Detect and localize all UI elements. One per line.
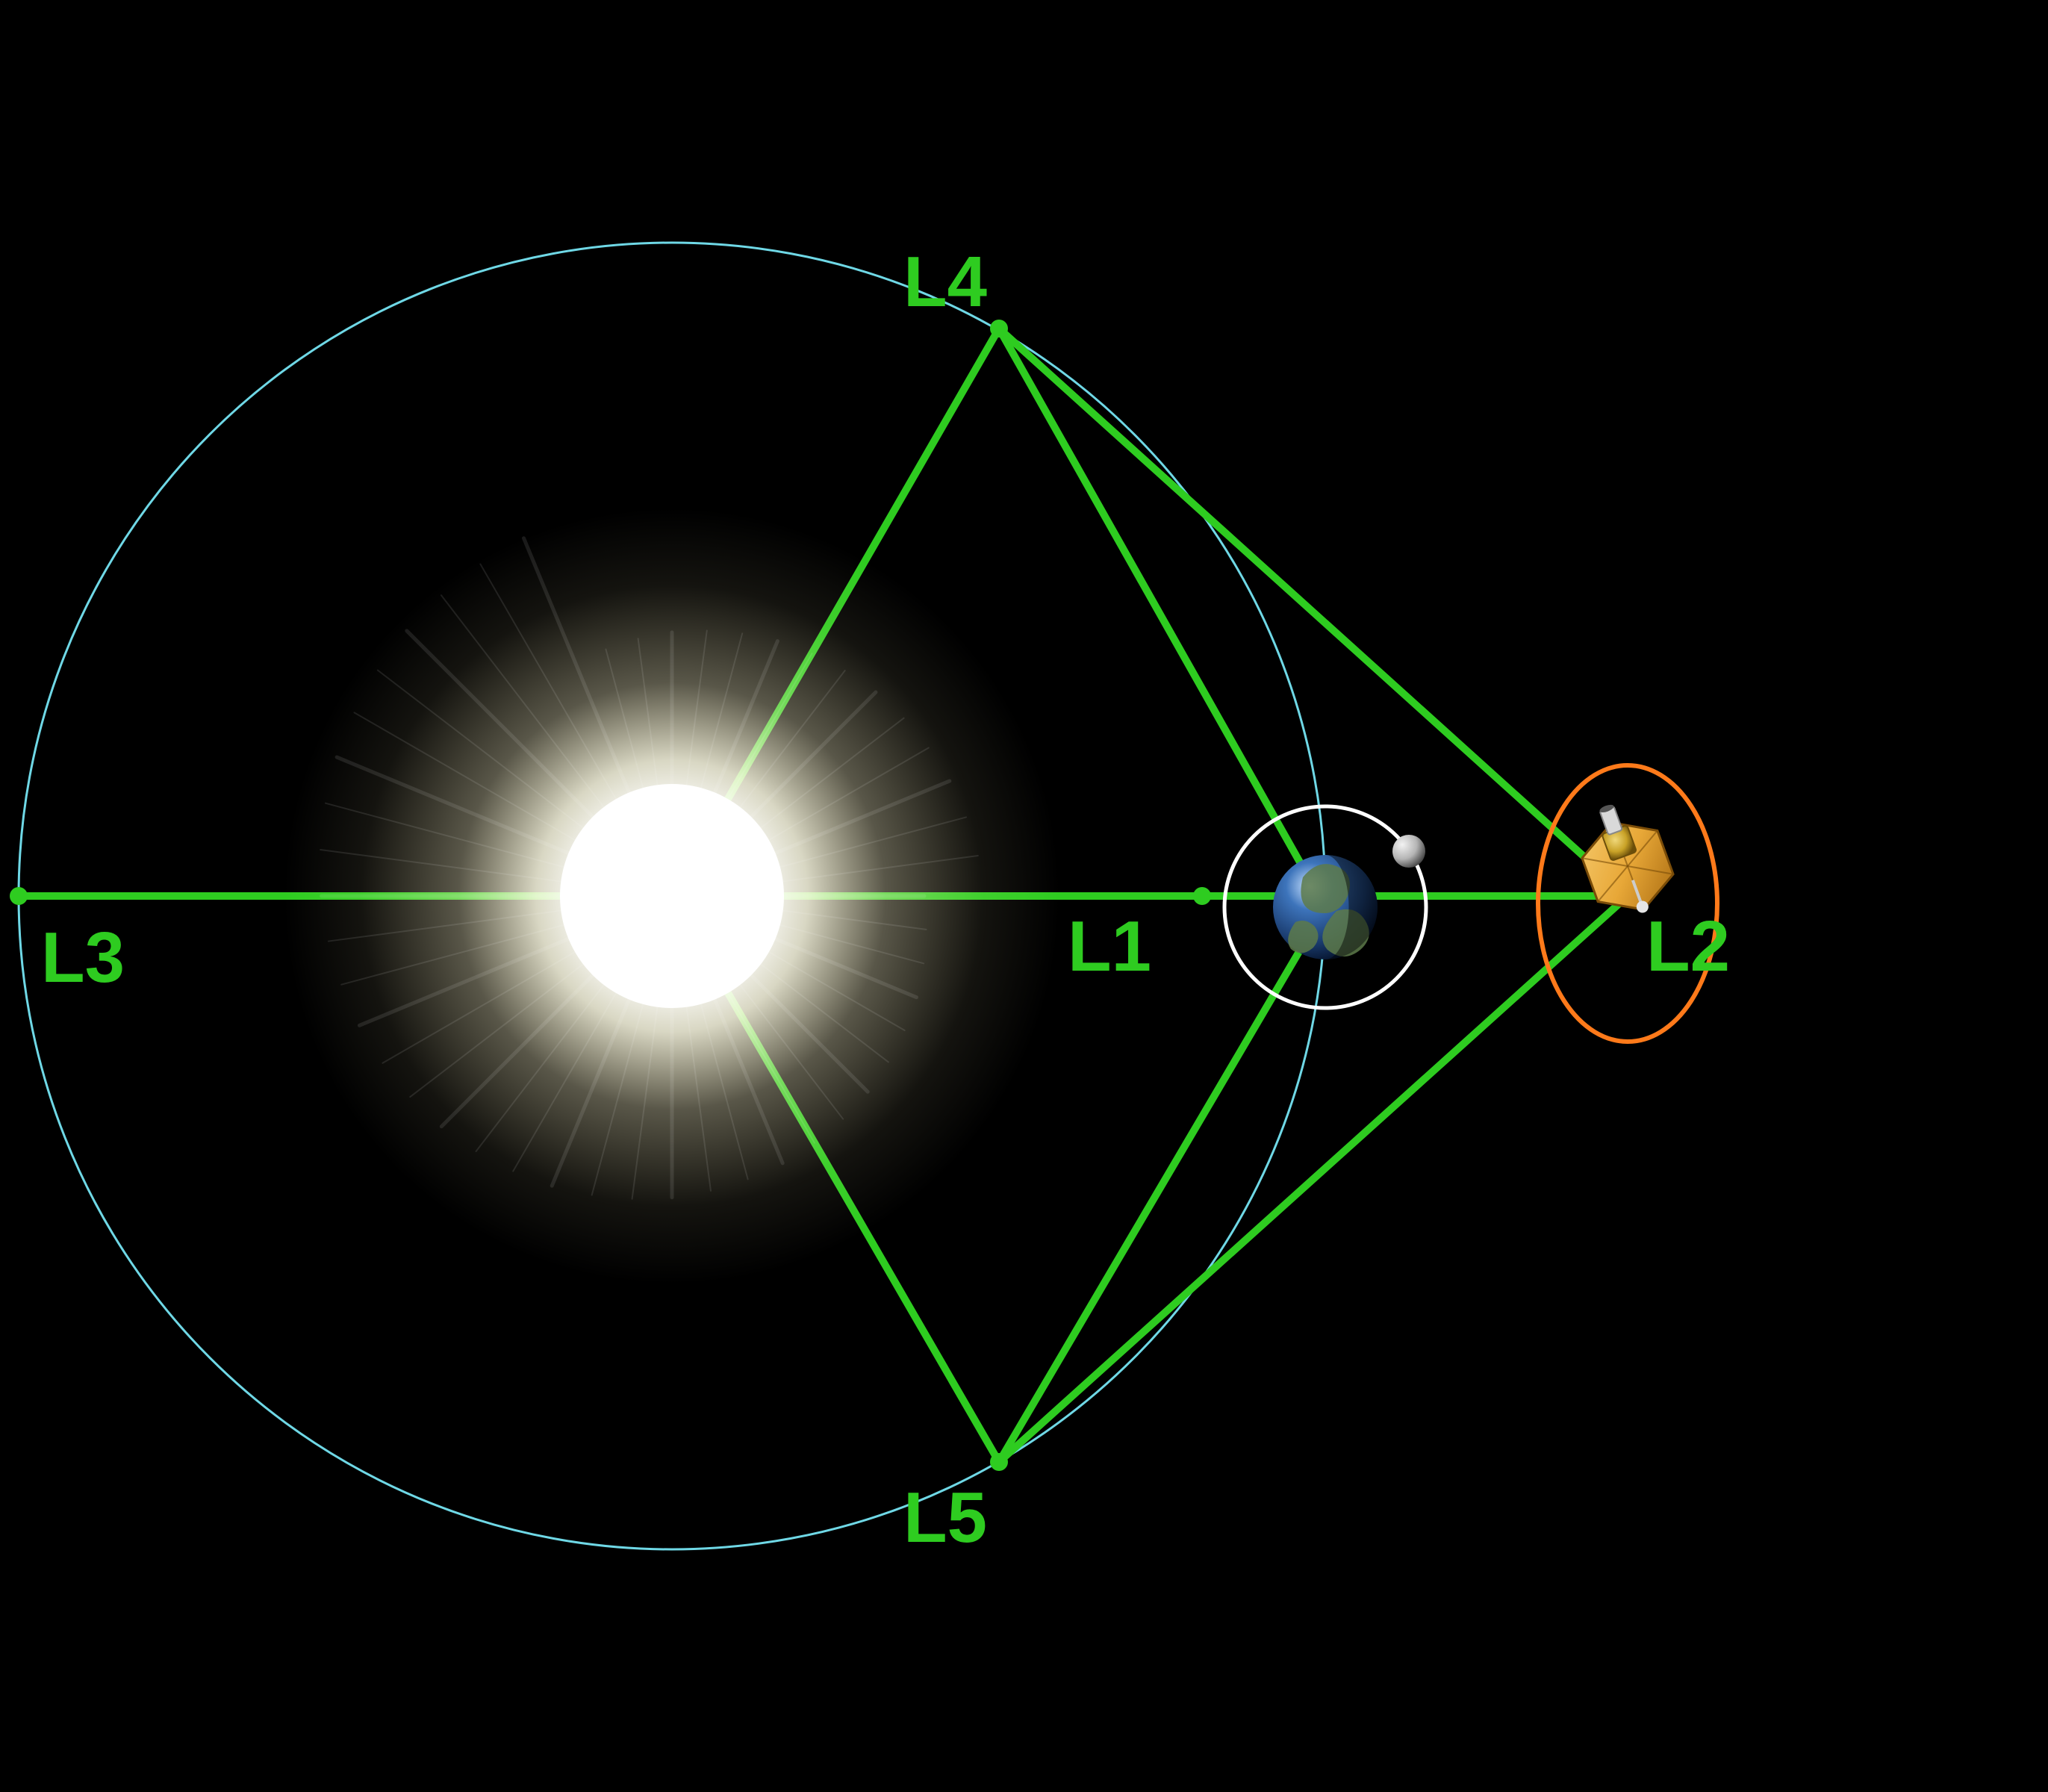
label-l2: L2 xyxy=(1646,906,1730,986)
point-l3 xyxy=(10,887,28,905)
sun-core xyxy=(560,784,784,1008)
label-l1: L1 xyxy=(1068,906,1151,986)
earth xyxy=(1273,855,1378,959)
point-l4 xyxy=(990,320,1008,337)
label-l5: L5 xyxy=(903,1478,987,1558)
point-l5 xyxy=(990,1453,1008,1471)
moon xyxy=(1392,835,1425,868)
point-l1 xyxy=(1193,887,1211,905)
edge-l4-l2 xyxy=(999,329,1628,896)
lagrange-point-diagram: L1 L2 L3 L4 L5 xyxy=(0,0,2048,1792)
label-l4: L4 xyxy=(903,242,987,322)
label-l3: L3 xyxy=(41,918,125,998)
sun xyxy=(284,508,1060,1284)
